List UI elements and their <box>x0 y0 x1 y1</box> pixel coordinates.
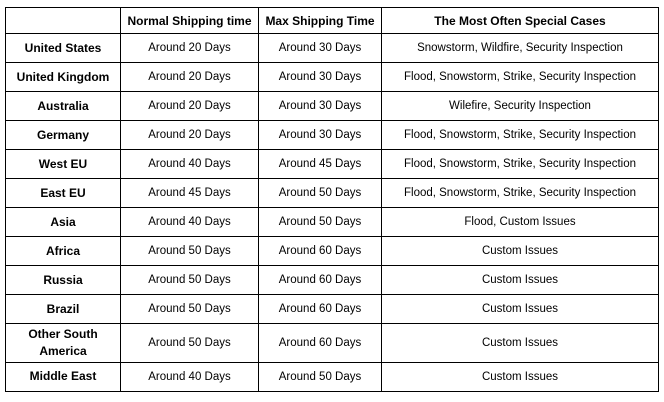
special-cases-cell: Custom Issues <box>381 323 659 363</box>
special-cases-cell: Flood, Snowstorm, Strike, Security Inspe… <box>381 178 659 208</box>
special-cases-cell: Custom Issues <box>381 236 659 266</box>
region-cell: Middle East <box>5 361 121 392</box>
table-row: Other South America Around 50 Days Aroun… <box>5 323 659 363</box>
table-row: Middle East Around 40 Days Around 50 Day… <box>5 361 659 392</box>
special-cases-cell: Wilefire, Security Inspection <box>381 91 659 121</box>
table-row: Russia Around 50 Days Around 60 Days Cus… <box>5 265 659 295</box>
max-shipping-cell: Around 30 Days <box>258 62 382 92</box>
table-body: United States Around 20 Days Around 30 D… <box>5 33 659 392</box>
normal-shipping-cell: Around 20 Days <box>120 91 259 121</box>
region-cell: Brazil <box>5 294 121 324</box>
max-shipping-cell: Around 30 Days <box>258 33 382 63</box>
region-cell: Asia <box>5 207 121 237</box>
special-cases-cell: Flood, Snowstorm, Strike, Security Inspe… <box>381 62 659 92</box>
max-shipping-cell: Around 50 Days <box>258 178 382 208</box>
table-row: Brazil Around 50 Days Around 60 Days Cus… <box>5 294 659 324</box>
normal-shipping-cell: Around 50 Days <box>120 323 259 363</box>
max-shipping-cell: Around 60 Days <box>258 236 382 266</box>
region-cell: United Kingdom <box>5 62 121 92</box>
special-cases-cell: Flood, Snowstorm, Strike, Security Inspe… <box>381 120 659 150</box>
header-cell-normal-shipping: Normal Shipping time <box>120 7 259 34</box>
region-cell: Other South America <box>5 323 121 363</box>
table-row: United States Around 20 Days Around 30 D… <box>5 33 659 63</box>
region-cell: Australia <box>5 91 121 121</box>
table-row: East EU Around 45 Days Around 50 Days Fl… <box>5 178 659 208</box>
max-shipping-cell: Around 50 Days <box>258 361 382 392</box>
header-row: Normal Shipping time Max Shipping Time T… <box>5 7 659 34</box>
special-cases-cell: Snowstorm, Wildfire, Security Inspection <box>381 33 659 63</box>
table-row: West EU Around 40 Days Around 45 Days Fl… <box>5 149 659 179</box>
region-cell: Russia <box>5 265 121 295</box>
table-header: Normal Shipping time Max Shipping Time T… <box>5 7 659 34</box>
region-cell: West EU <box>5 149 121 179</box>
special-cases-cell: Flood, Snowstorm, Strike, Security Inspe… <box>381 149 659 179</box>
normal-shipping-cell: Around 50 Days <box>120 236 259 266</box>
table-row: Australia Around 20 Days Around 30 Days … <box>5 91 659 121</box>
header-cell-special-cases: The Most Often Special Cases <box>381 7 659 34</box>
max-shipping-cell: Around 60 Days <box>258 265 382 295</box>
table-row: Germany Around 20 Days Around 30 Days Fl… <box>5 120 659 150</box>
max-shipping-cell: Around 60 Days <box>258 294 382 324</box>
header-cell-region <box>5 7 121 34</box>
region-cell: Africa <box>5 236 121 266</box>
normal-shipping-cell: Around 40 Days <box>120 149 259 179</box>
max-shipping-cell: Around 45 Days <box>258 149 382 179</box>
max-shipping-cell: Around 30 Days <box>258 120 382 150</box>
normal-shipping-cell: Around 40 Days <box>120 361 259 392</box>
special-cases-cell: Custom Issues <box>381 294 659 324</box>
region-cell: Germany <box>5 120 121 150</box>
region-cell: East EU <box>5 178 121 208</box>
max-shipping-cell: Around 30 Days <box>258 91 382 121</box>
special-cases-cell: Custom Issues <box>381 265 659 295</box>
normal-shipping-cell: Around 50 Days <box>120 294 259 324</box>
special-cases-cell: Flood, Custom Issues <box>381 207 659 237</box>
normal-shipping-cell: Around 50 Days <box>120 265 259 295</box>
max-shipping-cell: Around 50 Days <box>258 207 382 237</box>
table-row: Asia Around 40 Days Around 50 Days Flood… <box>5 207 659 237</box>
table-row: United Kingdom Around 20 Days Around 30 … <box>5 62 659 92</box>
normal-shipping-cell: Around 20 Days <box>120 120 259 150</box>
region-cell: United States <box>5 33 121 63</box>
normal-shipping-cell: Around 20 Days <box>120 62 259 92</box>
header-cell-max-shipping: Max Shipping Time <box>258 7 382 34</box>
shipping-times-table: Normal Shipping time Max Shipping Time T… <box>5 7 659 392</box>
max-shipping-cell: Around 60 Days <box>258 323 382 363</box>
normal-shipping-cell: Around 40 Days <box>120 207 259 237</box>
normal-shipping-cell: Around 20 Days <box>120 33 259 63</box>
special-cases-cell: Custom Issues <box>381 361 659 392</box>
table-row: Africa Around 50 Days Around 60 Days Cus… <box>5 236 659 266</box>
normal-shipping-cell: Around 45 Days <box>120 178 259 208</box>
